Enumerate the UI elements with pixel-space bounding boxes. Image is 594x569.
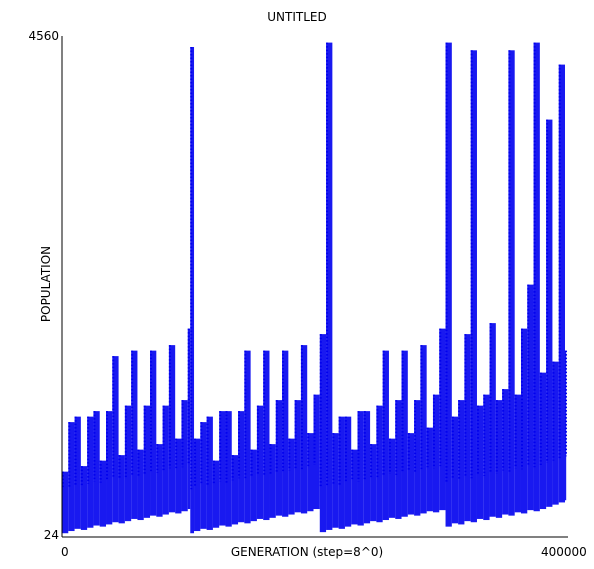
- population-band: [187, 328, 191, 510]
- population-band: [99, 460, 107, 527]
- population-band: [495, 400, 503, 518]
- y-tick-label-min: 24: [43, 528, 59, 542]
- population-band: [370, 444, 377, 522]
- population-band: [470, 50, 477, 523]
- population-band: [539, 372, 547, 510]
- population-band: [288, 438, 295, 515]
- population-band: [533, 42, 540, 512]
- population-band: [93, 411, 100, 526]
- population-band: [476, 405, 484, 519]
- population-band: [231, 455, 239, 525]
- population-band: [432, 394, 440, 513]
- population-band: [219, 411, 226, 526]
- chart-title: UNTITLED: [267, 10, 327, 24]
- population-band: [87, 416, 94, 528]
- population-band: [190, 47, 195, 534]
- population-band: [225, 411, 232, 527]
- population-band: [244, 350, 251, 524]
- population-band: [382, 350, 389, 521]
- population-band: [74, 416, 81, 529]
- population-band: [300, 345, 308, 514]
- population-band: [439, 328, 446, 511]
- population-band: [206, 416, 213, 530]
- x-axis-label: GENERATION (step=8^0): [230, 545, 384, 559]
- data-points: [62, 42, 567, 534]
- population-band: [137, 449, 144, 521]
- population-band: [357, 411, 364, 526]
- population-band: [68, 422, 75, 532]
- population-band: [458, 400, 465, 525]
- population-band: [156, 444, 163, 517]
- y-axis-label: POPULATION: [39, 245, 53, 323]
- population-band: [162, 405, 169, 515]
- population-band: [124, 405, 132, 522]
- population-band: [401, 350, 408, 517]
- population-band: [200, 422, 207, 529]
- population-band: [106, 411, 113, 525]
- population-band: [168, 345, 176, 513]
- population-band: [275, 400, 283, 516]
- population-band: [319, 334, 327, 533]
- x-tick-label-max: 400000: [541, 545, 587, 559]
- population-band: [131, 350, 138, 519]
- population-band: [483, 394, 490, 521]
- population-band: [395, 400, 402, 519]
- population-band: [118, 455, 125, 524]
- population-band: [451, 416, 459, 524]
- population-band: [552, 361, 559, 505]
- population-band: [181, 400, 188, 512]
- population-band: [376, 405, 383, 523]
- population-band: [150, 350, 157, 516]
- population-band: [520, 328, 528, 514]
- population-band: [464, 334, 471, 522]
- population-band: [489, 323, 496, 517]
- population-band: [256, 405, 264, 519]
- population-band: [112, 356, 119, 523]
- population-band: [508, 50, 515, 516]
- population-band: [527, 284, 534, 511]
- population-band: [351, 449, 358, 525]
- population-band: [344, 416, 352, 527]
- population-band: [250, 449, 257, 522]
- population-band: [426, 427, 433, 512]
- population-band: [514, 394, 521, 513]
- population-band: [445, 42, 452, 527]
- population-band: [212, 460, 220, 528]
- population-band: [143, 405, 151, 518]
- population-band: [363, 411, 371, 524]
- population-band: [407, 433, 415, 515]
- population-band: [194, 438, 201, 532]
- population-band: [62, 471, 69, 534]
- population-band: [175, 438, 182, 514]
- population-band: [338, 416, 345, 529]
- population-band: [269, 444, 276, 518]
- population-band: [326, 42, 333, 530]
- population-band: [282, 350, 289, 517]
- population-band: [420, 345, 427, 514]
- population-band: [546, 119, 553, 507]
- population-band: [502, 389, 509, 515]
- population-band: [263, 350, 270, 521]
- population-band: [294, 400, 301, 513]
- y-tick-label-max: 4560: [28, 29, 59, 43]
- population-band: [332, 433, 339, 528]
- x-tick-label-min: 0: [61, 545, 69, 559]
- population-band: [80, 466, 88, 530]
- population-band: [307, 433, 314, 512]
- population-band: [238, 411, 245, 523]
- population-band: [558, 64, 565, 503]
- population-band: [388, 438, 396, 518]
- population-band: [313, 394, 320, 510]
- population-band: [414, 400, 421, 516]
